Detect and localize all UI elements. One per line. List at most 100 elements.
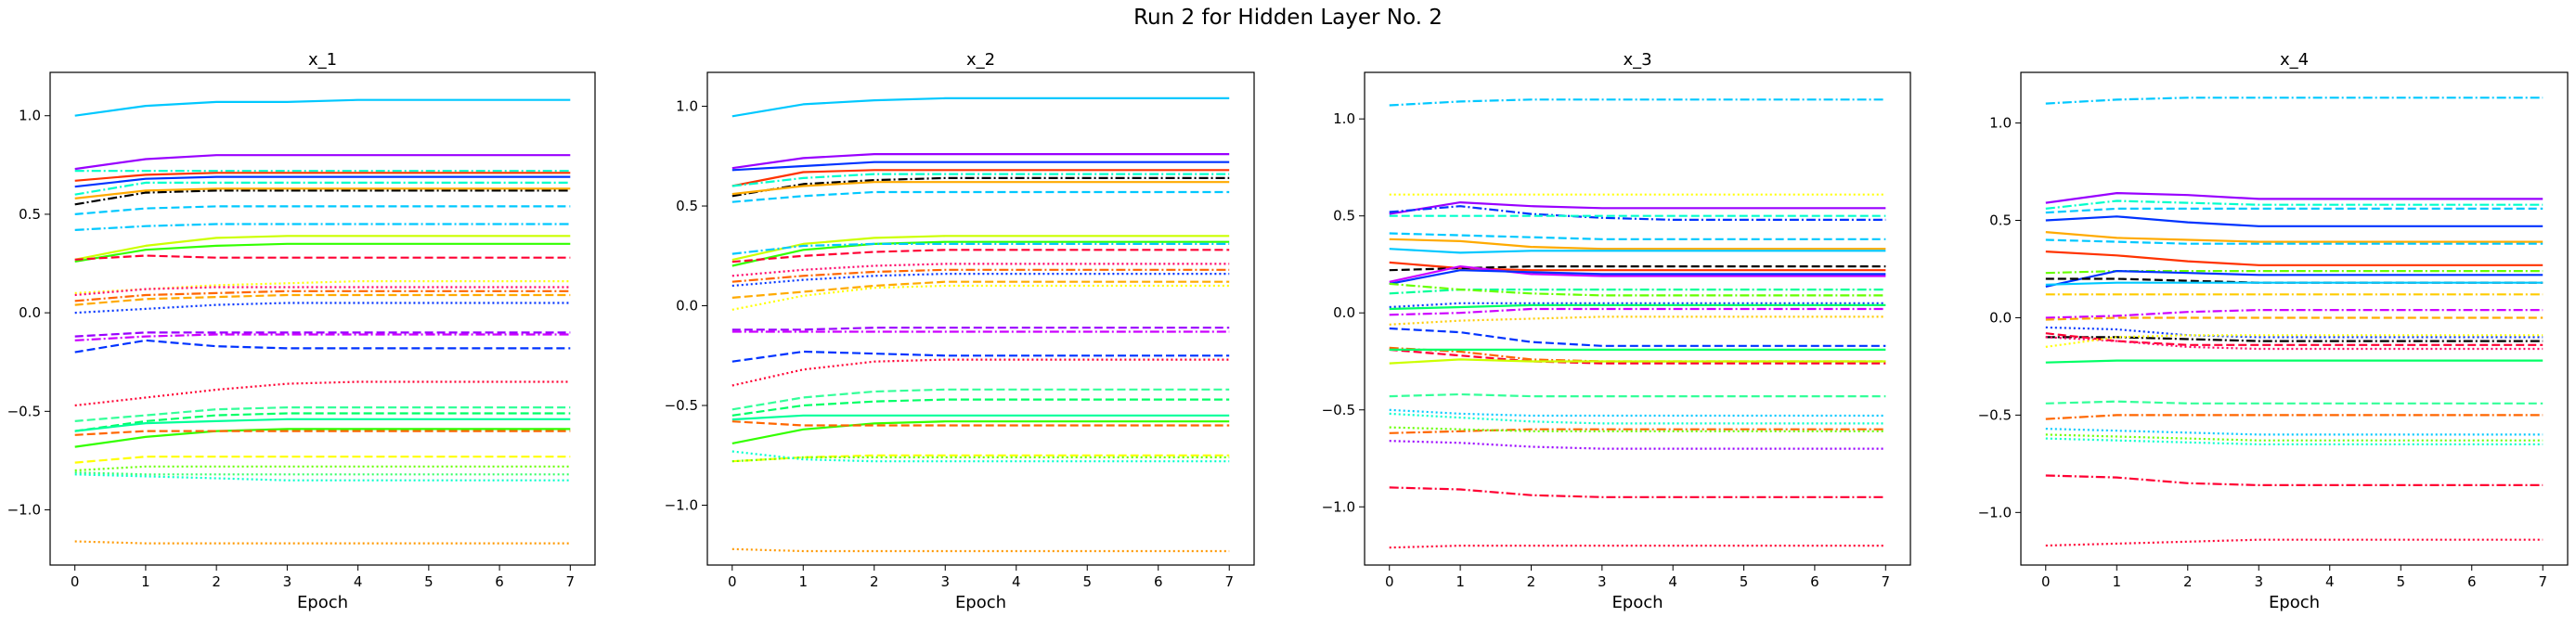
series-line-1 <box>2045 96 2544 105</box>
series-line-19 <box>1389 327 1886 347</box>
series-line-10 <box>2045 270 2544 288</box>
series-line-11 <box>74 235 571 261</box>
series-line-27 <box>1389 428 1886 434</box>
series-line-27 <box>74 430 571 436</box>
series-line-17 <box>731 284 1230 311</box>
series-line-22 <box>731 388 1230 411</box>
series-line-19 <box>74 331 571 338</box>
series-group <box>74 98 571 545</box>
x-tick-label: 5 <box>1082 573 1092 590</box>
y-tick-label: −1.0 <box>7 502 41 519</box>
x-tick-label: 5 <box>424 573 434 590</box>
series-line-8 <box>1389 248 1886 254</box>
x-tick-label: 0 <box>728 573 737 590</box>
x-axis-label: Epoch <box>1612 593 1663 612</box>
series-line-6 <box>74 181 571 196</box>
series-line-27 <box>731 454 1230 463</box>
series-line-13 <box>731 263 1230 277</box>
series-line-21 <box>74 339 571 353</box>
chart-panel-4: 0 1 2 3 4 5 6 7 −1.0 −0.5 0.0 0.5 1.0 x_4 Epoch <box>1978 50 2569 612</box>
series-line-28 <box>74 456 571 464</box>
series-line-5 <box>2045 215 2544 227</box>
series-line-17 <box>1389 307 1886 316</box>
x-tick-label: 7 <box>2538 573 2547 590</box>
series-line-21 <box>2045 359 2544 364</box>
figure-title: Run 2 for Hidden Layer No. 2 <box>1133 6 1443 30</box>
x-tick-label: 6 <box>2467 573 2477 590</box>
series-line-11 <box>1389 265 1886 283</box>
series-line-30 <box>731 547 1230 553</box>
panel-title: x_1 <box>308 50 337 70</box>
series-line-18 <box>1389 315 1886 326</box>
series-line-15 <box>2045 316 2544 321</box>
series-line-2 <box>2045 192 2544 204</box>
plot-frame <box>49 71 596 566</box>
series-line-4 <box>74 172 571 182</box>
y-tick-label: −1.0 <box>1322 498 1355 515</box>
series-line-17 <box>74 293 571 306</box>
series-line-22 <box>2045 400 2544 405</box>
x-tick-label: 3 <box>1598 573 1607 590</box>
series-line-22 <box>1389 358 1886 365</box>
x-tick-label: 6 <box>1810 573 1819 590</box>
series-line-5 <box>731 173 1230 187</box>
x-tick-label: 0 <box>71 573 80 590</box>
x-tick-label: 0 <box>1385 573 1394 590</box>
series-line-20 <box>74 333 571 341</box>
y-tick-label: −1.0 <box>1978 504 2012 521</box>
series-line-21 <box>1389 348 1886 365</box>
x-tick-label: 6 <box>495 573 504 590</box>
series-line-2 <box>74 154 571 171</box>
series-line-26 <box>74 428 571 448</box>
series-line-25 <box>731 420 1230 444</box>
chart-panel-2: 0 1 2 3 4 5 6 7 −1.0 −0.5 0.0 0.5 1.0 x_2 Epoch <box>665 50 1255 612</box>
y-tick-label: 1.0 <box>19 108 41 124</box>
series-line-20 <box>2045 334 2544 348</box>
x-tick-label: 1 <box>1456 573 1465 590</box>
series-line-10 <box>74 223 571 231</box>
series-line-23 <box>731 398 1230 417</box>
series-line-4 <box>2045 207 2544 214</box>
series-group <box>2045 96 2544 547</box>
series-line-24 <box>74 412 571 432</box>
x-tick-label: 3 <box>2254 573 2263 590</box>
series-line-23 <box>74 406 571 422</box>
series-line-18 <box>2045 332 2544 346</box>
x-tick-label: 2 <box>870 573 879 590</box>
series-line-17 <box>2045 336 2544 342</box>
series-line-9 <box>731 235 1230 262</box>
y-tick-label: 0.0 <box>1333 304 1355 321</box>
series-line-23 <box>2045 414 2544 420</box>
y-tick-label: 0.5 <box>19 206 41 223</box>
series-line-18 <box>731 327 1230 331</box>
series-line-1 <box>74 98 571 117</box>
series-line-14 <box>2045 309 2544 319</box>
x-tick-label: 4 <box>1012 573 1021 590</box>
series-line-3 <box>731 161 1230 172</box>
series-line-25 <box>74 418 571 432</box>
series-line-13 <box>1389 289 1886 295</box>
series-line-1 <box>1389 98 1886 107</box>
x-tick-label: 4 <box>2325 573 2335 590</box>
y-tick-label: −0.5 <box>1322 402 1355 418</box>
panel-title: x_3 <box>1623 50 1651 70</box>
series-line-6 <box>1389 232 1886 240</box>
series-line-28 <box>731 456 1230 463</box>
series-line-30 <box>74 471 571 476</box>
series-line-8 <box>74 187 571 199</box>
series-line-24 <box>731 414 1230 421</box>
series-line-24 <box>1389 392 1886 398</box>
series-line-3 <box>1389 201 1886 215</box>
x-tick-label: 7 <box>1881 573 1890 590</box>
series-line-10 <box>731 240 1230 267</box>
series-line-31 <box>74 473 571 482</box>
series-line-7 <box>74 189 571 206</box>
chart-panel-3: 0 1 2 3 4 5 6 7 −1.0 −0.5 0.0 0.5 1.0 x_3 Epoch <box>1322 50 1911 612</box>
series-line-8 <box>2045 251 2544 266</box>
x-tick-label: 0 <box>2041 573 2051 590</box>
series-line-14 <box>731 268 1230 283</box>
x-axis-label: Epoch <box>297 593 348 612</box>
series-line-12 <box>1389 269 1886 285</box>
y-tick-label: −1.0 <box>665 497 698 514</box>
